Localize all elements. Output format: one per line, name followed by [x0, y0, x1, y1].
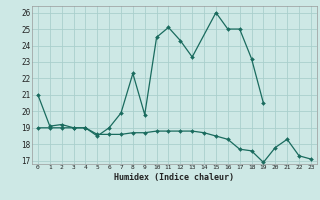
X-axis label: Humidex (Indice chaleur): Humidex (Indice chaleur)	[115, 173, 234, 182]
